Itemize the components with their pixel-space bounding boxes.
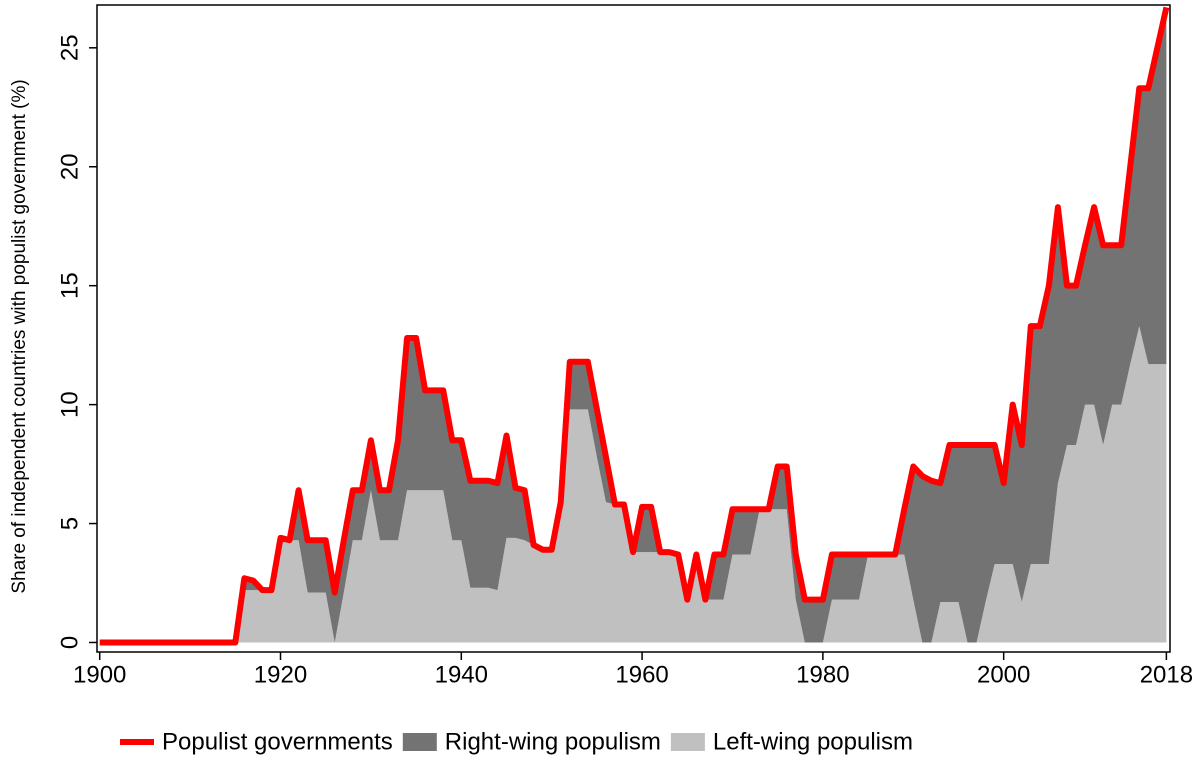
area [99, 7, 1167, 643]
area [99, 326, 1167, 643]
y-tick-label: 5 [56, 517, 83, 530]
x-tick-label: 2000 [977, 661, 1030, 688]
y-tick-label: 0 [56, 636, 83, 649]
x-tick-label: 1920 [254, 661, 307, 688]
legend-label: Populist governments [162, 728, 393, 755]
legend-label: Right-wing populism [445, 728, 661, 755]
plot-frame [96, 4, 1171, 653]
x-tick-label: 1960 [615, 661, 668, 688]
legend: Populist governments Right-wing populism L… [120, 728, 913, 755]
line [99, 6, 1170, 646]
x-tick-label: 1900 [73, 661, 126, 688]
x-tick-label: 2018 [1140, 661, 1193, 688]
y-tick-label: 25 [56, 34, 83, 61]
y-tick-label: 10 [56, 391, 83, 418]
x-tick-label: 1940 [435, 661, 488, 688]
x-tick-label: 1980 [796, 661, 849, 688]
legend-swatch [120, 739, 154, 745]
legend-label: Left-wing populism [713, 728, 913, 755]
legend-swatch [670, 733, 705, 751]
y-tick-label: 15 [56, 272, 83, 299]
legend-swatch [402, 733, 437, 751]
y-axis-title: Share of independent countries with popu… [9, 79, 30, 593]
y-tick-label: 20 [56, 153, 83, 180]
